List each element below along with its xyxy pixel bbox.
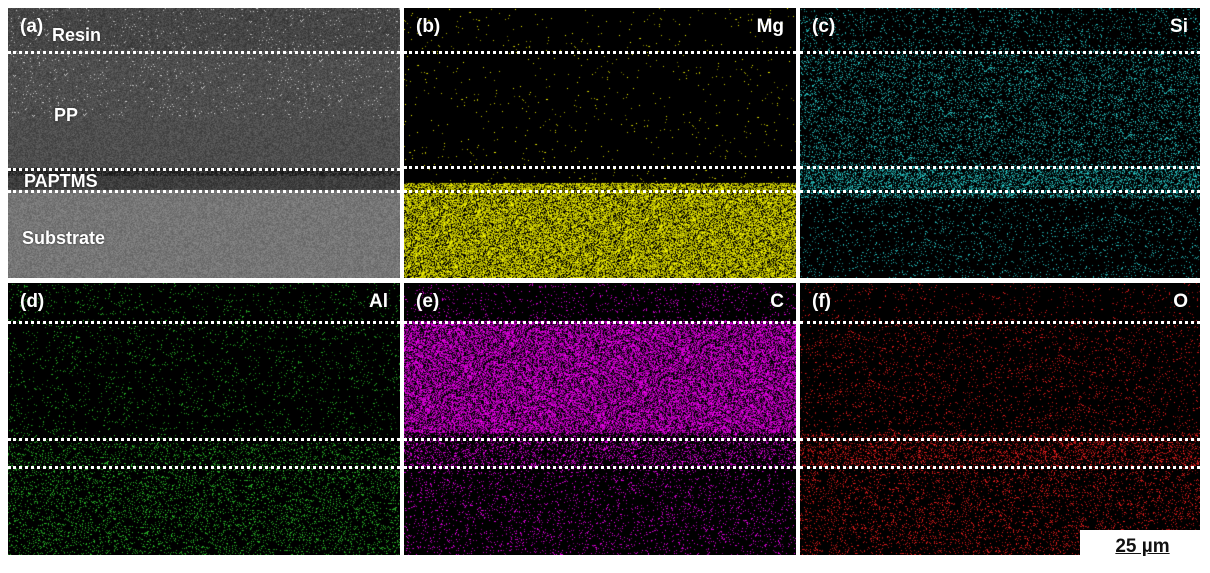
layer-label-resin: Resin [52, 25, 102, 45]
c-map-image [404, 283, 796, 555]
panel-letter-d: (d) [20, 291, 45, 312]
layer-label-paptms: PAPTMS [24, 171, 98, 191]
layer-label-pp: PP [54, 105, 79, 125]
panel-letter-f: (f) [812, 291, 831, 312]
boundary-line-pp-paptms [404, 166, 796, 169]
panel-letter-a: (a) [20, 16, 44, 37]
boundary-line-paptms-substrate [800, 190, 1200, 193]
element-label-c: C [770, 291, 784, 312]
boundary-line-pp-paptms [800, 166, 1200, 169]
boundary-line-paptms-substrate [800, 466, 1200, 469]
scale-bar: 25 µm [1080, 530, 1205, 568]
panel-letter-b: (b) [416, 16, 441, 37]
element-label-al: Al [369, 291, 388, 312]
element-label-o: O [1173, 291, 1188, 312]
boundary-line-paptms-substrate [8, 466, 400, 469]
boundary-line-pp-paptms [800, 438, 1200, 441]
boundary-line-pp-paptms [8, 438, 400, 441]
mg-map-panel: (b) Mg [404, 8, 796, 278]
boundary-line-resin-pp [8, 51, 400, 54]
boundary-line-resin-pp [404, 321, 796, 324]
o-map-image [800, 283, 1200, 555]
element-label-mg: Mg [756, 16, 784, 37]
boundary-line-resin-pp [404, 51, 796, 54]
si-map-image [800, 8, 1200, 278]
panel-letter-c: (c) [812, 16, 836, 37]
si-map-panel: (c) Si [800, 8, 1200, 278]
boundary-line-pp-paptms [404, 438, 796, 441]
boundary-line-pp-paptms [8, 168, 400, 171]
boundary-line-resin-pp [800, 51, 1200, 54]
al-map-image [8, 283, 400, 555]
element-label-si: Si [1170, 16, 1188, 37]
boundary-line-paptms-substrate [404, 190, 796, 193]
boundary-line-resin-pp [8, 321, 400, 324]
c-map-panel: (e) C [404, 283, 796, 555]
boundary-line-paptms-substrate [8, 190, 400, 193]
panel-letter-e: (e) [416, 291, 440, 312]
sem-panel: (a) Resin PP PAPTMS Substrate [8, 8, 400, 278]
o-map-panel: (f) O [800, 283, 1200, 555]
scale-bar-label: 25 µm [1115, 536, 1170, 557]
layer-label-substrate: Substrate [22, 228, 106, 248]
mg-map-image [404, 8, 796, 278]
boundary-line-resin-pp [800, 321, 1200, 324]
boundary-line-paptms-substrate [404, 466, 796, 469]
al-map-panel: (d) Al [8, 283, 400, 555]
